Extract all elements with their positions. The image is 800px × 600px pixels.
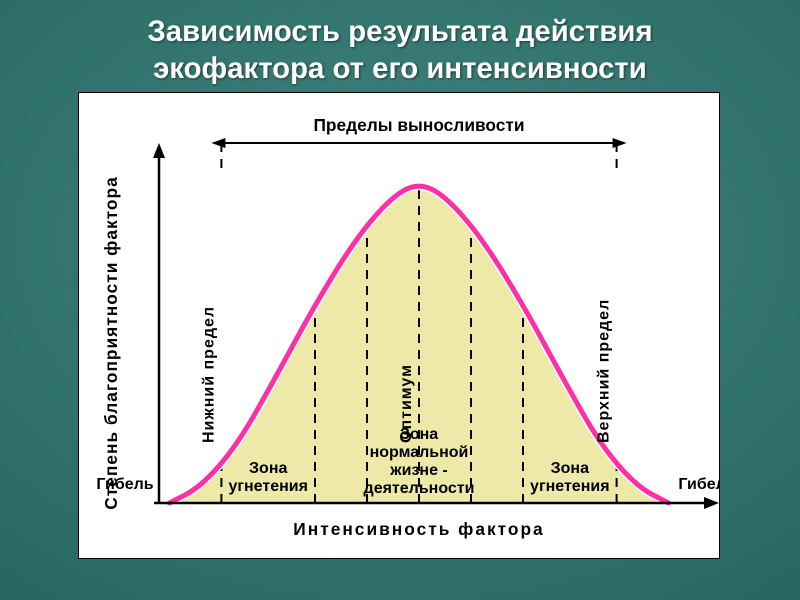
zone-normal-4: деятельности [364, 480, 475, 497]
zone-oppression-right-1: Зона [551, 460, 589, 477]
zone-death-right: Гибель [678, 476, 719, 493]
zone-normal-3: жизне - [389, 462, 447, 479]
y-axis-arrow-icon [153, 143, 165, 158]
title-line-1: Зависимость результата действия [147, 15, 652, 48]
x-axis-label: Интенсивность фактора [293, 519, 544, 539]
slide-title: Зависимость результата действия экофакто… [0, 0, 800, 87]
zone-normal-2: нормальной [370, 444, 469, 461]
bracket-arrow-right-icon [613, 138, 627, 148]
slide: Зависимость результата действия экофакто… [0, 0, 800, 600]
upper-limit-label: Верхний предел [596, 299, 613, 443]
zone-oppression-right-2: угнетения [530, 478, 609, 495]
y-axis-label: Степень благоприятности фактора [101, 176, 121, 509]
bracket-arrow-left-icon [211, 138, 225, 148]
tolerance-curve-chart: Пределы выносливости Степень благоприятно… [79, 93, 719, 558]
zone-oppression-left-1: Зона [249, 460, 287, 477]
chart-frame: Пределы выносливости Степень благоприятно… [78, 92, 720, 559]
zone-death-left: Гибель [96, 476, 153, 493]
zone-oppression-left-2: угнетения [228, 478, 307, 495]
lower-limit-label: Нижний предел [200, 306, 217, 443]
x-axis-arrow-icon [704, 497, 719, 509]
endurance-limits-label: Пределы выносливости [313, 115, 524, 135]
title-line-2: экофактора от его интенсивности [153, 52, 647, 85]
zone-normal-1: Зона [400, 426, 438, 443]
